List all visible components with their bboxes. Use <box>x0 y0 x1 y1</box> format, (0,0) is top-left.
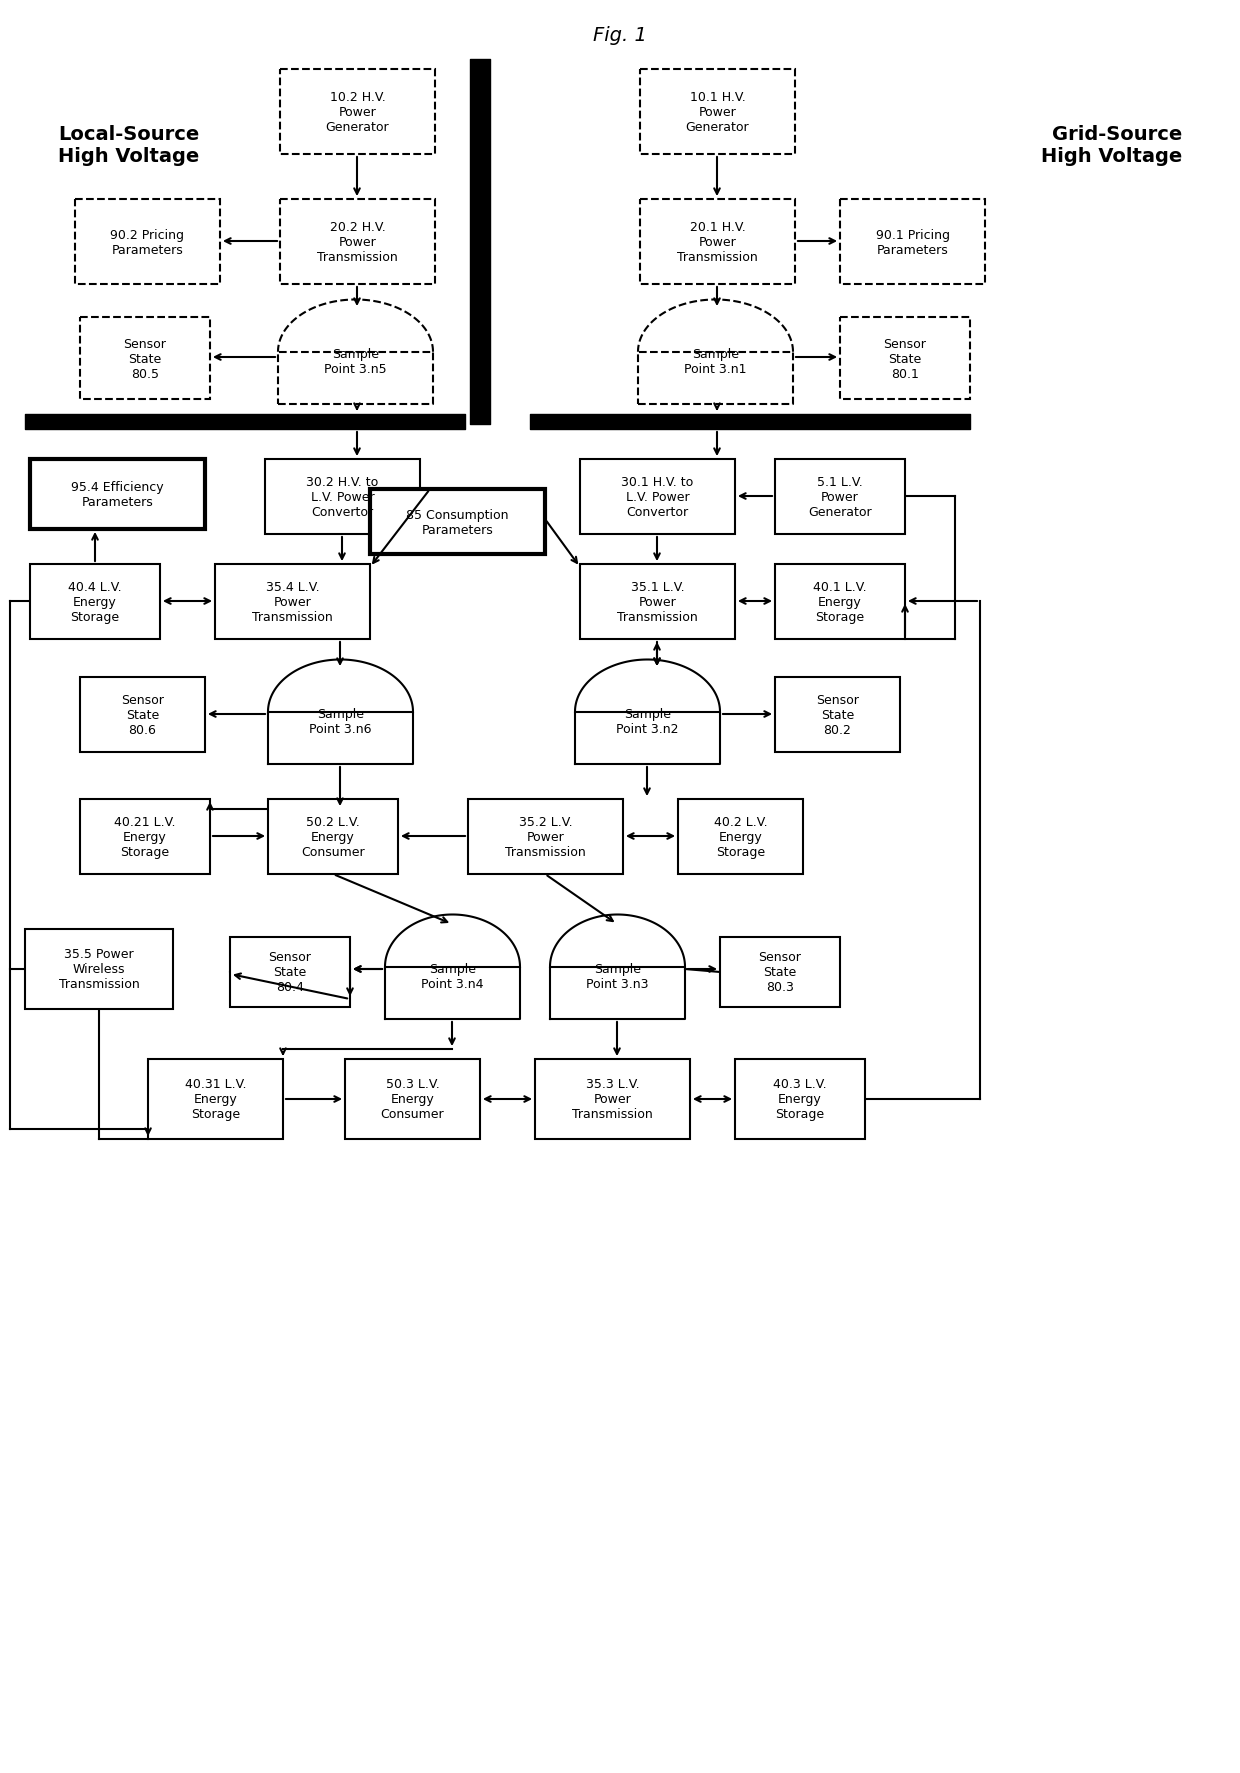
Text: Sample
Point 3.n1: Sample Point 3.n1 <box>684 348 746 376</box>
Bar <box>30 564 160 640</box>
Text: Grid-Source
High Voltage: Grid-Source High Voltage <box>1040 124 1182 165</box>
Text: 20.1 H.V.
Power
Transmission: 20.1 H.V. Power Transmission <box>677 222 758 264</box>
Text: 40.3 L.V.
Energy
Storage: 40.3 L.V. Energy Storage <box>774 1078 827 1121</box>
Bar <box>534 1060 689 1140</box>
Text: 30.2 H.V. to
L.V. Power
Convertor: 30.2 H.V. to L.V. Power Convertor <box>306 475 378 519</box>
Text: 95.4 Efficiency
Parameters: 95.4 Efficiency Parameters <box>71 480 164 509</box>
Bar <box>775 564 905 640</box>
Bar <box>678 800 804 874</box>
Bar <box>839 200 985 285</box>
Bar <box>81 800 210 874</box>
Bar <box>81 317 210 399</box>
Text: 50.2 L.V.
Energy
Consumer: 50.2 L.V. Energy Consumer <box>301 816 365 858</box>
Text: 35.3 L.V.
Power
Transmission: 35.3 L.V. Power Transmission <box>572 1078 653 1121</box>
Bar <box>580 564 735 640</box>
Bar <box>215 564 370 640</box>
Text: 40.1 L.V.
Energy
Storage: 40.1 L.V. Energy Storage <box>813 582 867 624</box>
Bar <box>81 677 205 752</box>
Bar <box>30 459 205 530</box>
Text: 40.2 L.V.
Energy
Storage: 40.2 L.V. Energy Storage <box>714 816 768 858</box>
Bar <box>775 459 905 535</box>
Text: 35.5 Power
Wireless
Transmission: 35.5 Power Wireless Transmission <box>58 949 139 991</box>
Text: Local-Source
High Voltage: Local-Source High Voltage <box>58 124 200 165</box>
Text: Sample
Point 3.n6: Sample Point 3.n6 <box>309 707 372 736</box>
Text: 10.2 H.V.
Power
Generator: 10.2 H.V. Power Generator <box>326 90 389 135</box>
Bar <box>229 938 350 1007</box>
Bar <box>370 489 546 555</box>
Text: Sensor
State
80.2: Sensor State 80.2 <box>816 693 859 736</box>
Bar <box>839 317 970 399</box>
Bar <box>640 200 795 285</box>
Bar <box>280 69 435 154</box>
Text: 35.4 L.V.
Power
Transmission: 35.4 L.V. Power Transmission <box>252 582 332 624</box>
Text: Sample
Point 3.n5: Sample Point 3.n5 <box>324 348 387 376</box>
Text: Fig. 1: Fig. 1 <box>593 25 647 44</box>
Bar <box>265 459 420 535</box>
Text: 85 Consumption
Parameters: 85 Consumption Parameters <box>407 509 508 535</box>
Text: 40.31 L.V.
Energy
Storage: 40.31 L.V. Energy Storage <box>185 1078 247 1121</box>
Text: 40.21 L.V.
Energy
Storage: 40.21 L.V. Energy Storage <box>114 816 176 858</box>
Bar <box>25 929 174 1009</box>
Bar <box>467 800 622 874</box>
Text: 50.3 L.V.
Energy
Consumer: 50.3 L.V. Energy Consumer <box>381 1078 444 1121</box>
Bar <box>345 1060 480 1140</box>
Text: 35.2 L.V.
Power
Transmission: 35.2 L.V. Power Transmission <box>505 816 585 858</box>
Text: 90.1 Pricing
Parameters: 90.1 Pricing Parameters <box>875 229 950 257</box>
Bar <box>735 1060 866 1140</box>
Text: 20.2 H.V.
Power
Transmission: 20.2 H.V. Power Transmission <box>317 222 398 264</box>
Text: Sensor
State
80.4: Sensor State 80.4 <box>269 950 311 995</box>
Text: 5.1 L.V.
Power
Generator: 5.1 L.V. Power Generator <box>808 475 872 519</box>
Text: 40.4 L.V.
Energy
Storage: 40.4 L.V. Energy Storage <box>68 582 122 624</box>
Text: 30.1 H.V. to
L.V. Power
Convertor: 30.1 H.V. to L.V. Power Convertor <box>621 475 693 519</box>
Text: Sensor
State
80.1: Sensor State 80.1 <box>884 337 926 379</box>
Text: Sensor
State
80.3: Sensor State 80.3 <box>759 950 801 995</box>
Bar <box>640 69 795 154</box>
Text: 35.1 L.V.
Power
Transmission: 35.1 L.V. Power Transmission <box>618 582 698 624</box>
Text: 10.1 H.V.
Power
Generator: 10.1 H.V. Power Generator <box>686 90 749 135</box>
Bar <box>268 800 398 874</box>
Text: Sensor
State
80.5: Sensor State 80.5 <box>124 337 166 379</box>
Bar <box>720 938 839 1007</box>
Text: Sample
Point 3.n3: Sample Point 3.n3 <box>587 963 649 991</box>
Text: 90.2 Pricing
Parameters: 90.2 Pricing Parameters <box>110 229 185 257</box>
Text: Sample
Point 3.n2: Sample Point 3.n2 <box>616 707 678 736</box>
Bar <box>280 200 435 285</box>
Bar <box>775 677 900 752</box>
Bar <box>580 459 735 535</box>
Bar <box>74 200 219 285</box>
Text: Sample
Point 3.n4: Sample Point 3.n4 <box>422 963 484 991</box>
Bar <box>148 1060 283 1140</box>
Text: Sensor
State
80.6: Sensor State 80.6 <box>122 693 164 736</box>
